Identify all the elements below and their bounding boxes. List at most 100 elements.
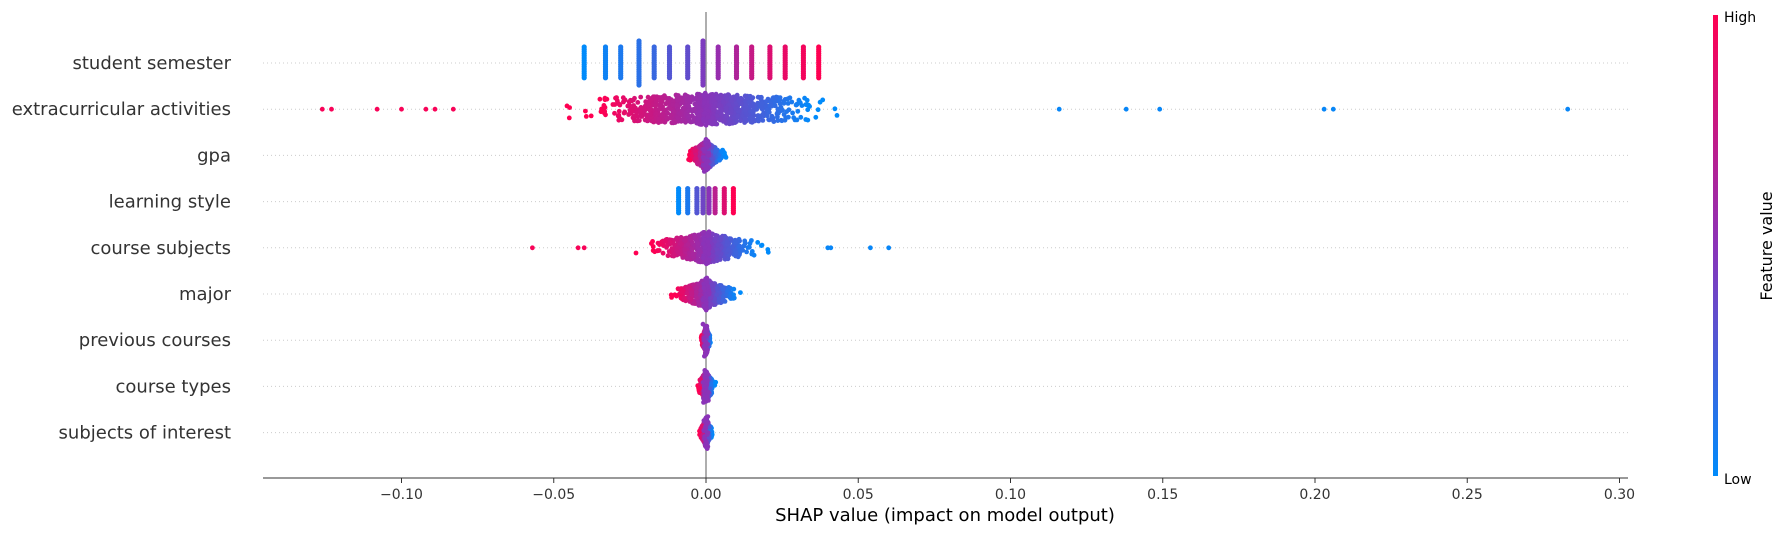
- shap-point: [432, 106, 438, 112]
- shap-point: [721, 286, 726, 292]
- shap-point: [813, 114, 819, 120]
- shap-point: [655, 248, 660, 254]
- shap-point: [742, 93, 748, 99]
- shap-point: [793, 102, 799, 108]
- shap-point: [709, 115, 715, 121]
- shap-point: [714, 258, 720, 264]
- shap-point: [749, 75, 755, 81]
- shap-point: [597, 96, 603, 102]
- shap-point: [685, 210, 691, 216]
- shap-point: [743, 102, 749, 108]
- shap-point: [728, 95, 734, 101]
- shap-point: [682, 247, 687, 253]
- shap-point: [706, 153, 711, 158]
- shap-point: [695, 119, 700, 125]
- shap-point: [724, 239, 730, 245]
- shap-point: [691, 107, 696, 112]
- shap-point: [687, 234, 693, 239]
- shap-point: [676, 210, 682, 216]
- shap-point: [666, 75, 673, 81]
- shap-point: [697, 259, 703, 265]
- shap-point: [702, 149, 708, 154]
- shap-point: [789, 99, 795, 105]
- shap-point: [619, 117, 625, 123]
- shap-point: [739, 247, 745, 253]
- shap-point: [635, 100, 641, 105]
- shap-point: [668, 239, 673, 245]
- shap-point: [662, 93, 667, 99]
- shap-point: [785, 101, 791, 106]
- shap-point: [602, 105, 608, 110]
- shap-point: [701, 418, 707, 423]
- shap-point: [805, 107, 811, 113]
- shap-point: [651, 75, 657, 81]
- shap-point: [685, 97, 691, 102]
- shap-point: [658, 98, 663, 104]
- feature-label: gpa: [197, 145, 231, 166]
- shap-point: [598, 109, 604, 115]
- shap-point: [704, 261, 709, 267]
- feature-labels: student semester extracurricular activiti…: [12, 53, 232, 444]
- shap-point: [649, 96, 654, 102]
- shap-point: [602, 109, 608, 114]
- shap-point: [668, 112, 674, 118]
- x-tick-label: 0.10: [995, 487, 1026, 503]
- shap-point: [706, 398, 711, 403]
- shap-point: [657, 106, 662, 112]
- shap-point: [612, 110, 617, 116]
- shap-point: [710, 287, 716, 293]
- shap-point: [691, 301, 697, 306]
- shap-point: [730, 244, 735, 250]
- shap-point: [803, 102, 809, 107]
- shap-point: [581, 75, 587, 81]
- shap-point: [701, 285, 707, 291]
- shap-point: [733, 75, 740, 81]
- shap-point: [668, 292, 674, 298]
- shap-point: [633, 250, 639, 256]
- shap-point: [716, 102, 722, 108]
- shap-point: [709, 282, 715, 288]
- shap-point: [731, 292, 736, 298]
- shap-point: [530, 245, 535, 251]
- shap-point: [656, 116, 662, 122]
- shap-point: [703, 122, 709, 128]
- shap-point: [629, 106, 634, 112]
- beeswarm-points: [319, 38, 1571, 451]
- shap-point: [701, 281, 707, 287]
- shap-point: [760, 118, 766, 123]
- shap-point: [706, 251, 712, 257]
- shap-point: [750, 115, 755, 121]
- shap-point: [790, 110, 795, 116]
- shap-point: [710, 231, 715, 237]
- shap-point: [718, 283, 724, 288]
- shap-point: [681, 118, 687, 124]
- shap-point: [746, 99, 752, 105]
- shap-point: [704, 394, 710, 399]
- shap-point: [666, 249, 672, 254]
- feature-label: previous courses: [79, 330, 231, 351]
- shap-point: [749, 238, 754, 243]
- shap-point: [728, 121, 733, 126]
- shap-point: [638, 94, 644, 100]
- shap-point: [689, 247, 695, 253]
- shap-point: [706, 210, 712, 216]
- shap-point: [715, 75, 721, 81]
- shap-point: [743, 107, 748, 113]
- x-axis-label: SHAP value (impact on model output): [775, 505, 1115, 526]
- shap-point: [703, 307, 709, 313]
- shap-point: [742, 238, 748, 244]
- shap-point: [700, 163, 706, 168]
- shap-point: [644, 113, 649, 118]
- shap-point: [675, 249, 681, 255]
- shap-point: [785, 96, 791, 102]
- colorbar: [1713, 15, 1718, 476]
- shap-point: [642, 107, 647, 113]
- shap-point: [705, 239, 711, 245]
- shap-point: [706, 390, 711, 395]
- shap-point: [697, 109, 702, 115]
- shap-point: [773, 94, 779, 100]
- shap-point: [719, 108, 725, 114]
- shap-point: [704, 378, 710, 383]
- shap-point: [765, 247, 771, 252]
- x-tick-label: 0.25: [1452, 487, 1483, 503]
